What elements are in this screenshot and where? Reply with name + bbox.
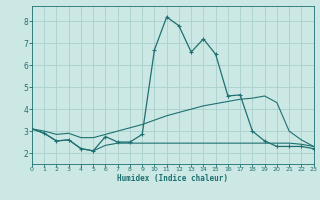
X-axis label: Humidex (Indice chaleur): Humidex (Indice chaleur) <box>117 174 228 183</box>
